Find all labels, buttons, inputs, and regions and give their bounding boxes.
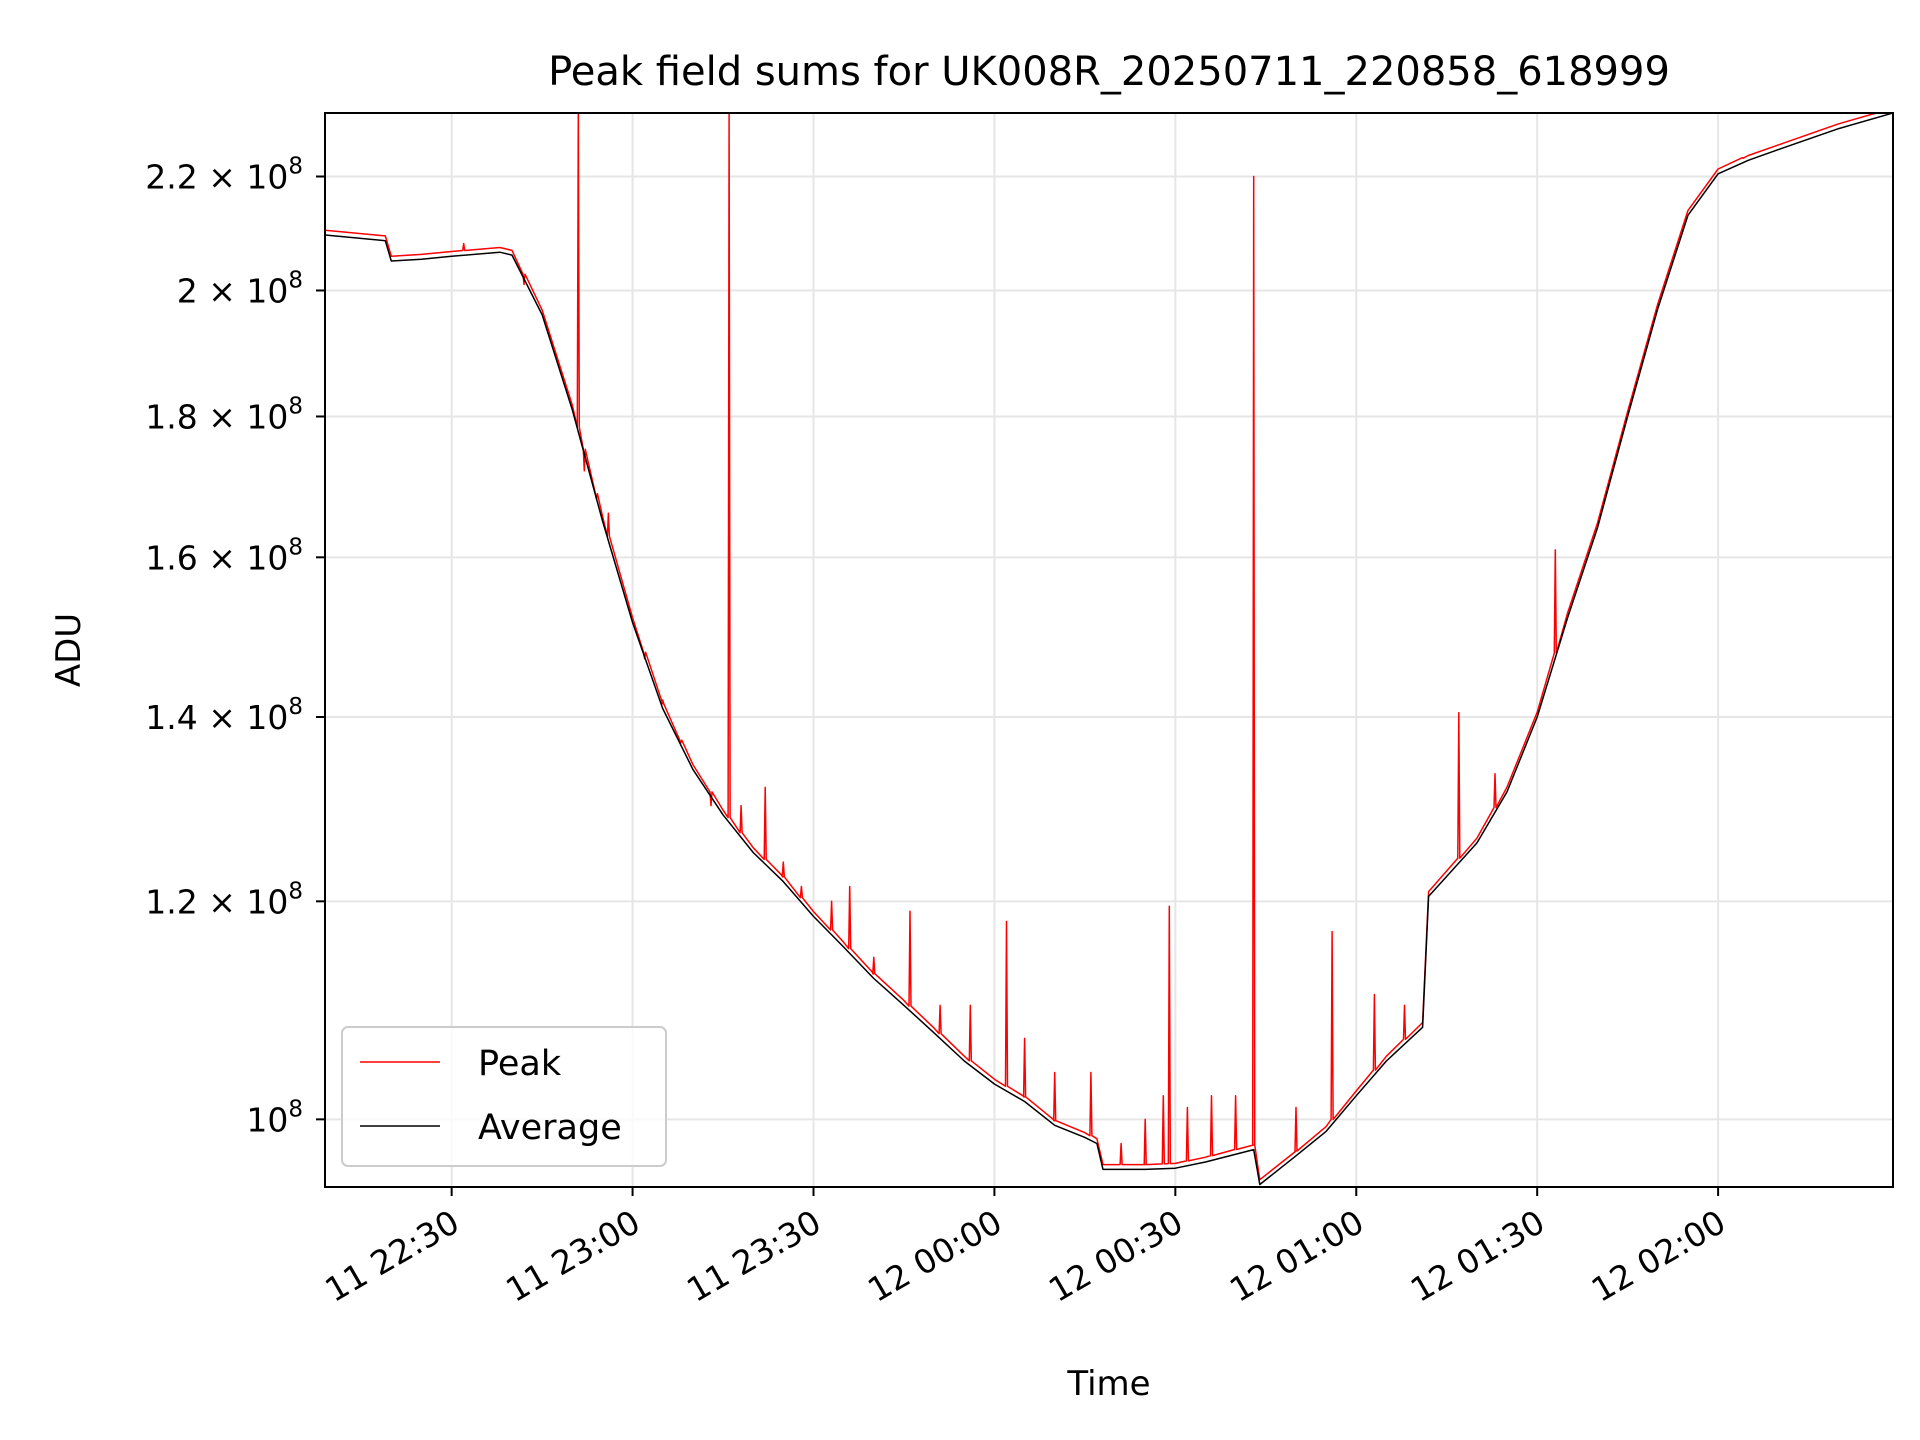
series-line-average: [325, 113, 1893, 1186]
y-axis-label: ADU: [49, 613, 89, 687]
y-tick-label: 2 × 108: [177, 267, 303, 310]
y-tick-label: 2.2 × 108: [145, 154, 303, 197]
x-axis-label: Time: [1066, 1364, 1150, 1404]
y-tick-label: 1.4 × 108: [145, 694, 303, 737]
plot-area: [325, 113, 1893, 1186]
y-tick-label: 1.6 × 108: [145, 534, 303, 577]
y-tick-label: 1.2 × 108: [145, 878, 303, 921]
axes-frame: [324, 112, 1894, 1188]
y-axis: 108 1.2 × 108 1.4 × 108 1.6 × 108 1.8 × 108 2…: [145, 154, 325, 1139]
legend-label-peak: Peak: [478, 1044, 562, 1084]
y-tick-label: 1.8 × 108: [145, 393, 303, 436]
y-tick-label: 108: [246, 1096, 303, 1139]
chart-title: Peak field sums for UK008R_20250711_2208…: [548, 49, 1670, 95]
legend: Peak Average: [341, 1026, 667, 1167]
legend-label-average: Average: [478, 1108, 622, 1148]
